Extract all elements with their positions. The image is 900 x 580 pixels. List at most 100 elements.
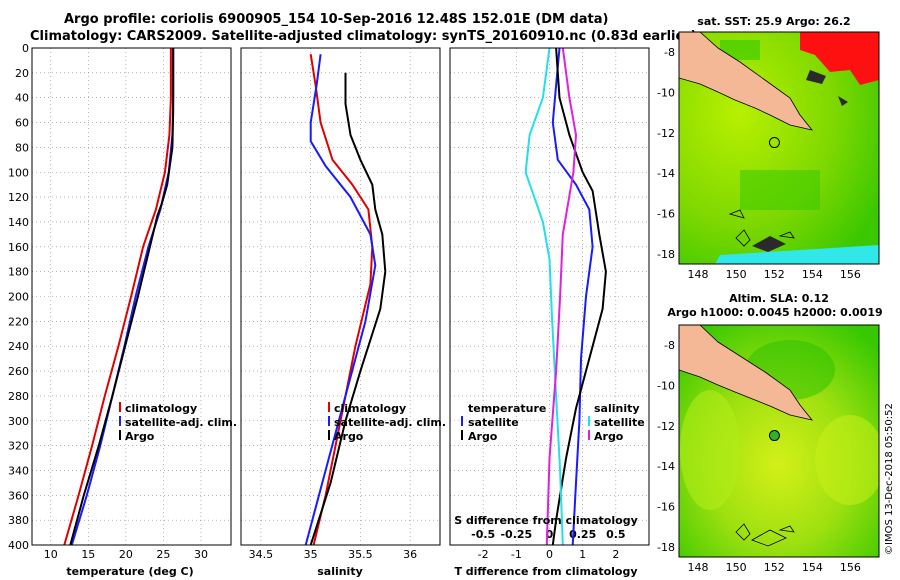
lon-tick-label: 148 xyxy=(688,561,709,574)
difference-frame xyxy=(449,47,650,546)
lat-tick-label: -8 xyxy=(664,46,675,59)
lat-tick-label: -12 xyxy=(657,420,675,433)
argo-position-marker xyxy=(768,430,780,442)
depth-tick-label: 380 xyxy=(8,514,29,527)
lat-tick-label: -8 xyxy=(664,339,675,352)
legend-satellite: satellite-adj. clim. xyxy=(125,416,237,429)
salinity-frame xyxy=(240,47,441,546)
series-line xyxy=(524,47,564,546)
x-tick-label: 15 xyxy=(81,548,95,561)
legend-sal-argo: Argo xyxy=(594,430,624,443)
reef-outline xyxy=(735,523,795,547)
t-difference-xlabel: T difference from climatology xyxy=(454,565,637,578)
depth-tick-label: 60 xyxy=(15,117,29,130)
depth-tick-label: 160 xyxy=(8,241,29,254)
lon-tick-label: 154 xyxy=(802,561,823,574)
depth-tick-label: 400 xyxy=(8,539,29,552)
x2-tick-label: -0.25 xyxy=(500,528,532,541)
series-line xyxy=(70,48,175,546)
temperature-legend: climatology satellite-adj. clim. Argo xyxy=(119,402,237,443)
title-line-2: Climatology: CARS2009. Satellite-adjuste… xyxy=(30,29,697,44)
depth-tick-label: 40 xyxy=(15,92,29,105)
land-new-guinea xyxy=(679,325,814,421)
sst-map: sat. SST: 25.9 Argo: 26.2 148 150 152 154 15… xyxy=(657,15,880,281)
lat-tick-label: -14 xyxy=(657,460,675,473)
lat-tick-label: -18 xyxy=(657,541,675,554)
imos-credit: ©IMOS 13-Dec-2018 05:50:52 xyxy=(884,403,895,555)
legend-temp-satellite: satellite xyxy=(468,416,519,429)
lat-tick-label: -16 xyxy=(657,501,675,514)
depth-tick-label: 80 xyxy=(15,141,29,154)
sst-map-frame xyxy=(678,31,880,265)
difference-panel: -2 -1 0 1 2 -0.5 -0.25 0 0.25 0.5 temperature sat… xyxy=(449,47,650,578)
temperature-panel: 0 20 40 60 80 100 120 140 160 180 200 220 240 260 280 3… xyxy=(8,42,237,578)
depth-tick-label: 260 xyxy=(8,365,29,378)
legend-argo: Argo xyxy=(125,430,155,443)
depth-tick-label: 200 xyxy=(8,291,29,304)
depth-tick-label: 180 xyxy=(8,266,29,279)
temperature-frame xyxy=(31,47,232,546)
lon-tick-label: 148 xyxy=(688,268,709,281)
lon-tick-label: 154 xyxy=(802,268,823,281)
salinity-xlabel: salinity xyxy=(317,565,363,578)
sst-patch xyxy=(740,170,820,210)
lon-tick-label: 156 xyxy=(840,561,861,574)
lon-tick-label: 150 xyxy=(726,561,747,574)
sla-blob xyxy=(680,390,740,510)
salinity-panel: 34.5 35 35.5 36 climatology satellite-adj. … xyxy=(240,47,446,578)
title-line-1: Argo profile: coriolis 6900905_154 10-Se… xyxy=(64,12,609,27)
sst-map-title: sat. SST: 25.9 Argo: 26.2 xyxy=(697,15,850,28)
depth-tick-label: 280 xyxy=(8,390,29,403)
series-line xyxy=(69,48,175,546)
temperature-xlabel: temperature (deg C) xyxy=(66,565,193,578)
land-new-guinea xyxy=(679,32,814,131)
series-line xyxy=(551,47,594,546)
series-line xyxy=(304,54,377,546)
depth-tick-label: 320 xyxy=(8,440,29,453)
depth-tick-label: 0 xyxy=(22,42,29,55)
lat-tick-label: -18 xyxy=(657,248,675,261)
depth-tick-label: 140 xyxy=(8,216,29,229)
legend-climatology: climatology xyxy=(125,402,197,415)
x-tick-label: 34.5 xyxy=(249,548,274,561)
lon-tick-label: 150 xyxy=(726,268,747,281)
legend-argo: Argo xyxy=(334,430,364,443)
legend-temp-argo: Argo xyxy=(468,430,498,443)
depth-tick-label: 240 xyxy=(8,340,29,353)
salinity-legend: climatology satellite-adj. clim. Argo xyxy=(328,402,446,443)
x2-tick-label: 0 xyxy=(546,528,554,541)
series-line xyxy=(551,47,607,546)
legend-satellite: satellite-adj. clim. xyxy=(334,416,446,429)
x-tick-label: 30 xyxy=(194,548,208,561)
sla-map-subtitle: Argo h1000: 0.0045 h2000: 0.0019 xyxy=(667,306,882,319)
lat-tick-label: -16 xyxy=(657,208,675,221)
lat-tick-label: -12 xyxy=(657,127,675,140)
series-line xyxy=(63,48,172,546)
sla-map-title: Altim. SLA: 0.12 xyxy=(729,292,829,305)
legend-salinity-header: salinity xyxy=(594,402,640,415)
x-tick-label: 2 xyxy=(612,548,619,561)
x-tick-label: -2 xyxy=(478,548,489,561)
x2-tick-label: 0.5 xyxy=(606,528,626,541)
difference-legend: temperature satellite Argo salinity sate… xyxy=(461,402,645,443)
depth-tick-label: 360 xyxy=(8,489,29,502)
legend-climatology: climatology xyxy=(334,402,406,415)
sla-map: Altim. SLA: 0.12 Argo h1000: 0.0045 h200… xyxy=(657,292,883,574)
lat-tick-label: -14 xyxy=(657,167,675,180)
series-line xyxy=(309,54,374,546)
lon-tick-label: 152 xyxy=(764,268,785,281)
argo-position-marker xyxy=(768,137,780,149)
legend-sal-satellite: satellite xyxy=(594,416,645,429)
x2-tick-label: 0.25 xyxy=(569,528,596,541)
depth-tick-label: 300 xyxy=(8,415,29,428)
sla-map-frame xyxy=(678,324,880,558)
depth-tick-label: 220 xyxy=(8,315,29,328)
depth-tick-label: 100 xyxy=(8,166,29,179)
series-line xyxy=(545,47,578,546)
lon-tick-label: 156 xyxy=(840,268,861,281)
legend-temperature-header: temperature xyxy=(468,402,546,415)
x2-tick-label: -0.5 xyxy=(471,528,495,541)
sst-patch xyxy=(720,40,760,60)
x-tick-label: -1 xyxy=(511,548,522,561)
depth-tick-label: 340 xyxy=(8,464,29,477)
